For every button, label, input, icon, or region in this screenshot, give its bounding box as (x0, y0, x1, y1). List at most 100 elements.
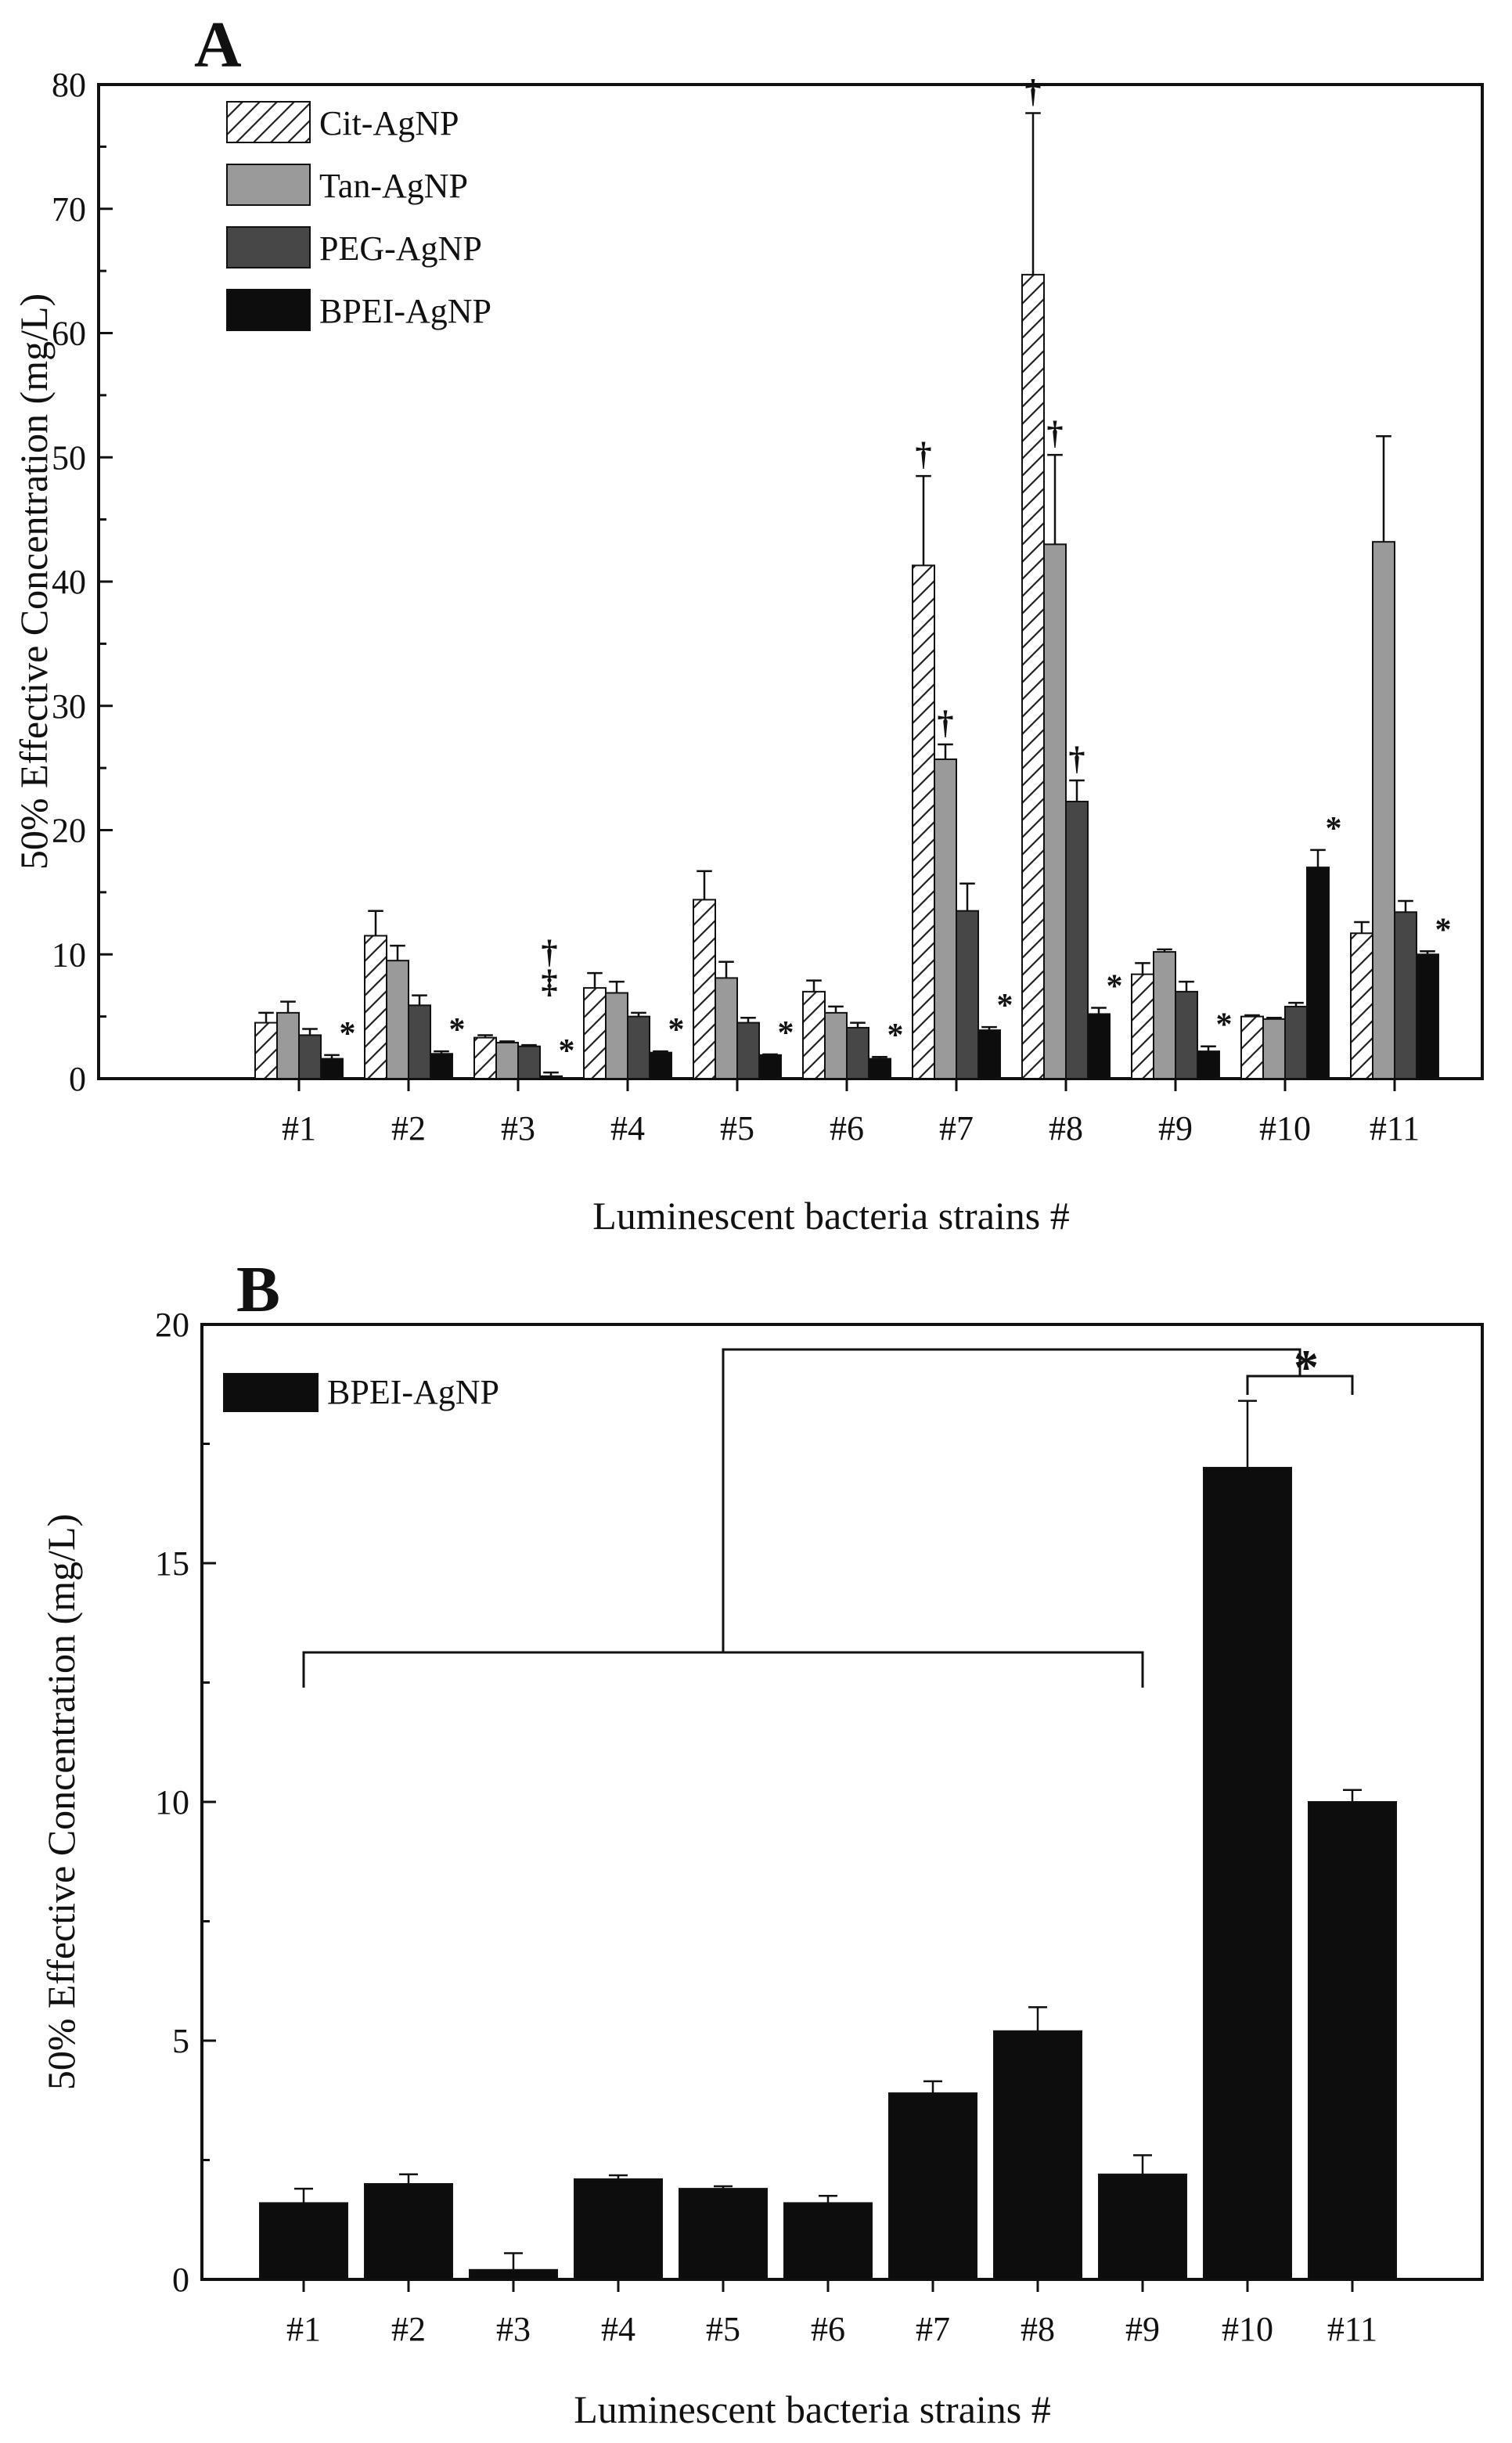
panel-letter: A (194, 9, 242, 81)
x-tick-label: #7 (916, 2310, 950, 2348)
bar-peg-agnp (298, 1034, 322, 1079)
significance-mark: † (916, 437, 932, 473)
y-tick-label: 40 (52, 563, 86, 601)
significance-mark: * (997, 988, 1013, 1024)
y-axis-label: 50% Effective Concentration (mg/L) (39, 1514, 83, 2090)
x-tick-label: #11 (1327, 2310, 1377, 2348)
y-tick-label: 70 (52, 190, 86, 229)
bar-bpei-agnp (783, 2202, 873, 2280)
x-tick-label: #5 (706, 2310, 740, 2348)
x-tick-label: #6 (830, 1109, 864, 1148)
bar-tan-agnp (715, 977, 738, 1079)
bar-bpei-agnp (539, 1075, 563, 1079)
y-axis-label: 50% Effective Concentration (mg/L) (12, 294, 56, 870)
legend-label: Tan-AgNP (319, 167, 468, 205)
y-tick-label: 5 (172, 2022, 189, 2060)
y-tick-label: 60 (52, 315, 86, 353)
legend-swatch (226, 289, 311, 331)
bar-bpei-agnp (888, 2092, 977, 2281)
bar-bpei-agnp (993, 2030, 1082, 2281)
x-tick-label: #5 (720, 1109, 754, 1148)
bar-tan-agnp (276, 1011, 300, 1080)
legend-label: BPEI-AgNP (319, 292, 491, 330)
y-tick-label: 10 (155, 1783, 189, 1821)
bar-bpei-agnp (1203, 1467, 1292, 2280)
bar-peg-agnp (1175, 990, 1198, 1079)
bar-bpei-agnp (1308, 1801, 1397, 2280)
y-tick-label: 20 (155, 1306, 189, 1344)
bar-tan-agnp (1153, 951, 1176, 1079)
x-tick-label: #2 (391, 1109, 426, 1148)
significance-mark: * (1216, 1007, 1233, 1043)
bar-cit-agnp (473, 1036, 497, 1080)
bar-cit-agnp (912, 564, 935, 1079)
bar-cit-agnp (693, 899, 716, 1080)
bar-tan-agnp (495, 1041, 519, 1080)
y-tick-label: 80 (52, 66, 86, 104)
significance-mark: † (1069, 741, 1085, 777)
bar-cit-agnp (1350, 932, 1373, 1079)
y-tick-label: 20 (52, 812, 86, 850)
x-tick-label: #7 (939, 1109, 974, 1148)
significance-bracket-low (302, 1651, 1144, 1688)
legend-swatch (226, 164, 311, 206)
legend-label: PEG-AgNP (319, 229, 482, 268)
significance-mark: † (1025, 74, 1042, 110)
x-axis-label: Luminescent bacteria strains # (592, 1194, 1070, 1238)
panel-letter: B (236, 1253, 280, 1326)
x-tick-label: #3 (501, 1109, 535, 1148)
bar-peg-agnp (1065, 800, 1089, 1079)
x-tick-label: #8 (1049, 1109, 1083, 1148)
bar-bpei-agnp (574, 2178, 663, 2280)
chart-panel-b: 0 5 10 15 20 #1 #2 #3 #4 #5 #6 #7 #8 #9 #10 #11 B Lumines… (39, 1253, 1484, 2431)
significance-mark: * (340, 1016, 356, 1052)
bar-peg-agnp (408, 1004, 431, 1080)
bar-cit-agnp (583, 987, 607, 1080)
y-tick-label: 15 (155, 1544, 189, 1583)
significance-mark: * (778, 1015, 794, 1051)
x-tick-label: #4 (601, 2310, 635, 2348)
significance-mark: ‡ (542, 964, 558, 1000)
x-tick-label: #9 (1125, 2310, 1160, 2348)
bar-cit-agnp (1131, 973, 1154, 1080)
significance-mark: † (542, 935, 558, 971)
x-tick-label: #3 (496, 2310, 531, 2348)
x-tick-label: #1 (286, 2310, 321, 2348)
bar-tan-agnp (824, 1011, 848, 1080)
bar-tan-agnp (1043, 543, 1067, 1079)
y-tick-label: 10 (52, 935, 86, 974)
bar-cit-agnp (802, 990, 826, 1079)
x-tick-label: #10 (1259, 1109, 1311, 1148)
bar-cit-agnp (1021, 273, 1045, 1080)
significance-star: * (1294, 1339, 1319, 1395)
x-tick-label: #2 (391, 2310, 426, 2348)
bar-bpei-agnp (259, 2202, 348, 2280)
bar-tan-agnp (1372, 541, 1395, 1079)
bar-bpei-agnp (1087, 1013, 1111, 1079)
x-tick-label: #6 (811, 2310, 845, 2348)
bar-bpei-agnp (430, 1053, 453, 1079)
bar-bpei-agnp (469, 2268, 558, 2281)
bar-peg-agnp (736, 1022, 760, 1079)
legend-swatch (223, 1373, 319, 1412)
bar-tan-agnp (386, 960, 409, 1079)
bar-bpei-agnp (1098, 2173, 1187, 2281)
legend-swatch (226, 101, 311, 143)
bar-peg-agnp (1394, 911, 1417, 1080)
bar-bpei-agnp (1197, 1050, 1220, 1079)
significance-mark: * (1107, 969, 1123, 1005)
bar-bpei-agnp (320, 1058, 344, 1079)
bar-cit-agnp (1240, 1015, 1264, 1079)
legend-label: Cit-AgNP (319, 104, 459, 142)
legend-label: BPEI-AgNP (327, 1373, 499, 1411)
bar-peg-agnp (956, 910, 979, 1079)
significance-mark: * (1326, 811, 1342, 847)
significance-mark: * (449, 1012, 466, 1048)
bar-tan-agnp (605, 992, 628, 1080)
bar-bpei-agnp (1416, 953, 1439, 1079)
bar-bpei-agnp (649, 1051, 672, 1079)
bar-bpei-agnp (679, 2188, 768, 2281)
y-tick-label: 0 (172, 2261, 189, 2299)
bar-bpei-agnp (758, 1054, 782, 1080)
